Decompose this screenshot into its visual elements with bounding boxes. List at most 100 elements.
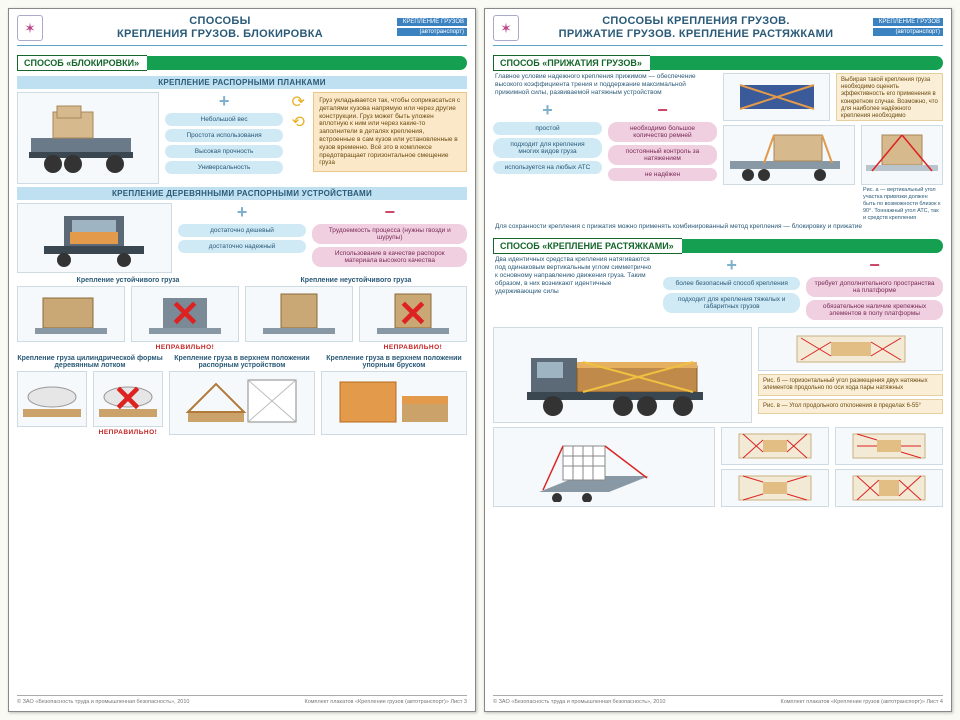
poster-b-title: СПОСОБЫ КРЕПЛЕНИЯ ГРУЗОВ. ПРИЖАТИЕ ГРУЗО… (525, 15, 867, 40)
col-unstable: Крепление неустойчивого груза ✕ НЕПРАВИЛ… (245, 277, 467, 351)
con-item: требует дополнительного пространства на … (806, 277, 943, 297)
con-item: постоянный контроль за натяжением (608, 145, 717, 165)
cross-icon: ✕ (132, 287, 238, 341)
illus-truck-front (17, 203, 172, 273)
pro-item: достаточно надежный (178, 240, 307, 253)
plan-icon (735, 430, 815, 462)
poster-right: ✶ СПОСОБЫ КРЕПЛЕНИЯ ГРУЗОВ. ПРИЖАТИЕ ГРУ… (484, 8, 952, 712)
cap-b: Крепление груза в верхнем положении расп… (169, 355, 315, 369)
con-item: Трудоемкость процесса (нужны гвозди и шу… (312, 224, 467, 244)
poster-b-header: ✶ СПОСОБЫ КРЕПЛЕНИЯ ГРУЗОВ. ПРИЖАТИЕ ГРУ… (493, 15, 943, 46)
cell-top-block: Крепление груза в верхнем положении упор… (321, 355, 467, 436)
callout-press: Выбирая такой крепления груза необходимо… (836, 73, 943, 121)
straps-pros: + более безопасный способ крепления подх… (663, 256, 800, 323)
pros-list-1: + Небольшой вес Простота использования В… (165, 92, 283, 184)
cap-stable: Крепление устойчивого груза (17, 277, 239, 284)
diagram-b (758, 327, 943, 371)
top-b (835, 427, 943, 465)
press-note: Для сохранности крепления с прижатия мож… (493, 223, 943, 231)
plan-icon (735, 472, 815, 504)
top-d (835, 469, 943, 507)
illus-cyl-ok (17, 371, 87, 427)
section-label: СПОСОБ «КРЕПЛЕНИЕ РАСТЯЖКАМИ» (493, 238, 682, 254)
lead-text-1: Груз укладывается так, чтобы соприкасать… (313, 92, 467, 184)
illus-tall-correct (245, 286, 353, 342)
row-press-top: Главное условие надежного крепления приж… (493, 73, 943, 221)
pro-item: Высокая прочность (165, 145, 283, 158)
row-straps-top: Два идентичных средства крепления натяги… (493, 256, 943, 323)
title-line2: КРЕПЛЕНИЯ ГРУЗОВ. БЛОКИРОВКА (117, 28, 323, 40)
corner-tags: КРЕПЛЕНИЕ ГРУЗОВ (автотранспорт) (873, 18, 943, 38)
con-item: необходимо большое количество ремней (608, 122, 717, 142)
row-planki: + Небольшой вес Простота использования В… (17, 92, 467, 184)
pro-item: Простота использования (165, 129, 283, 142)
title-line1: СПОСОБЫ КРЕПЛЕНИЯ ГРУЗОВ. (602, 15, 790, 27)
footer-right: Комплект плакатов «Крепление грузов (авт… (305, 699, 468, 705)
section-label: СПОСОБ «БЛОКИРОВКИ» (17, 55, 147, 71)
truck-front-icon (34, 208, 154, 268)
pro-item: Универсальность (165, 161, 283, 174)
illus-flatbed-box (723, 125, 855, 185)
plus-icon: + (663, 256, 800, 274)
illus-block (321, 371, 467, 435)
con-item: не надёжен (608, 168, 717, 181)
cell-top-spacer: Крепление груза в верхнем положении расп… (169, 355, 315, 436)
wrong-label: НЕПРАВИЛЬНО! (131, 344, 239, 351)
subhead-planki: КРЕПЛЕНИЕ РАСПОРНЫМИ ПЛАНКАМИ (17, 76, 467, 89)
cycle-arrow-icon: ⟳⟲ (289, 92, 307, 184)
illus-box-wrong: ✕ (131, 286, 239, 342)
pro-item: используется на любых АТС (493, 161, 602, 174)
cons-list-2: − Трудоемкость процесса (нужны гвозди и … (312, 203, 467, 273)
illus-tall-wrong: ✕ (359, 286, 467, 342)
pro-item: подходит для крепления тяжелых и габарит… (663, 293, 800, 313)
footer-left: © ЗАО «Безопасность труда и промышленная… (493, 699, 665, 705)
footer-right: Комплект плакатов «Крепление грузов (авт… (781, 699, 944, 705)
corner-tag-1: КРЕПЛЕНИЕ ГРУЗОВ (397, 18, 467, 26)
logo-icon: ✶ (17, 15, 43, 41)
corner-tag-2: (автотранспорт) (873, 28, 943, 36)
plan-icon (849, 472, 929, 504)
section-stripe (147, 56, 467, 70)
plan-icon (849, 430, 929, 462)
lead-box: Груз укладывается так, чтобы соприкасать… (313, 92, 467, 172)
dumptruck-icon (523, 332, 723, 418)
cap-c: Крепление груза в верхнем положении упор… (321, 355, 467, 369)
row-wood: + достаточно дешевый достаточно надежный… (17, 203, 467, 273)
topview-grid (721, 427, 943, 507)
minus-icon: − (312, 203, 467, 221)
plus-icon: + (165, 92, 283, 110)
illus-cyl-wrong: ✕ (93, 371, 163, 427)
straps-cons: − требует дополнительного пространства н… (806, 256, 943, 323)
cylinder-icon (19, 377, 85, 421)
diag-caption-b: Рис. в — Угол продольного отклонения в п… (758, 399, 943, 414)
pro-item: подходит для крепления многих видов груз… (493, 138, 602, 158)
cell-cylinder: Крепление груза цилиндрической формы дер… (17, 355, 163, 436)
minus-icon: − (608, 101, 717, 119)
illus-box-correct (17, 286, 125, 342)
title-line2: ПРИЖАТИЕ ГРУЗОВ. КРЕПЛЕНИЕ РАСТЯЖКАМИ (559, 28, 834, 40)
crate-icon (31, 292, 111, 336)
illus-dumptruck (493, 327, 752, 423)
row-straps-main: Рис. б — горизонтальный угол размещения … (493, 327, 943, 423)
pros-list-2: + достаточно дешевый достаточно надежный (178, 203, 307, 273)
press-pros: + простой подходит для крепления многих … (493, 101, 602, 184)
pro-item: достаточно дешевый (178, 224, 307, 237)
logo-icon: ✶ (493, 15, 519, 41)
illus-angle (861, 125, 943, 185)
title-line1: СПОСОБЫ (189, 15, 250, 27)
poster-a-header: ✶ СПОСОБЫ КРЕПЛЕНИЯ ГРУЗОВ. БЛОКИРОВКА К… (17, 15, 467, 46)
cap-unstable: Крепление неустойчивого груза (245, 277, 467, 284)
block-icon (334, 376, 454, 430)
cross-icon: ✕ (360, 287, 466, 341)
illus-tarp (723, 73, 830, 121)
diag-caption-a: Рис. б — горизонтальный угол размещения … (758, 374, 943, 396)
truck-icon (23, 98, 153, 178)
angle-footnote: Рис. а — вертикальный угол участка привя… (861, 187, 943, 221)
topview-icon (791, 330, 911, 368)
subhead-wood: КРЕПЛЕНИЕ ДЕРЕВЯННЫМИ РАСПОРНЫМИ УСТРОЙС… (17, 187, 467, 200)
row-straps-bottom (493, 427, 943, 507)
intro-text: Два идентичных средства крепления натяги… (493, 256, 657, 297)
section-blokirovki: СПОСОБ «БЛОКИРОВКИ» (17, 55, 467, 71)
con-item: обязательное наличие крепежных элементов… (806, 300, 943, 320)
row-stable: Крепление устойчивого груза ✕ НЕПРАВИЛЬН… (17, 277, 467, 351)
